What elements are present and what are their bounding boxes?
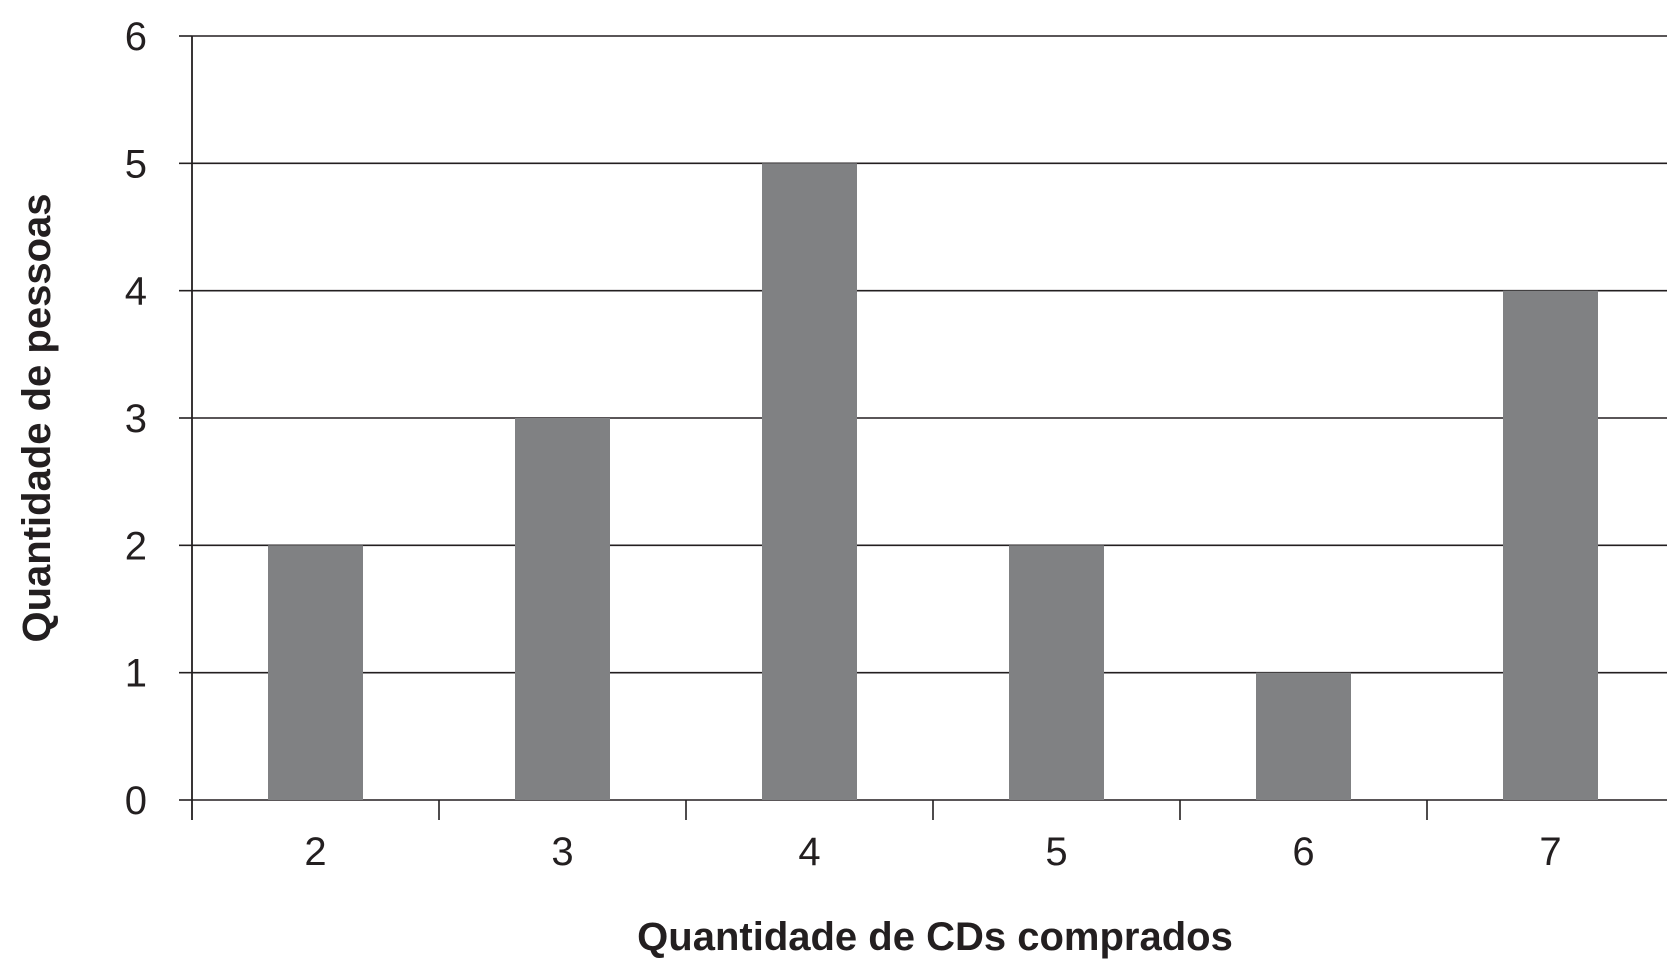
- y-tick-label-5: 5: [125, 142, 147, 186]
- bar-5: [1009, 545, 1104, 800]
- y-axis-title: Quantidade de pessoas: [15, 193, 59, 642]
- bar-6: [1256, 672, 1351, 800]
- y-tick-label-1: 1: [125, 652, 147, 696]
- x-tick-label-5: 5: [1045, 830, 1067, 874]
- x-tick-labels: 2 3 4 5 6 7: [304, 830, 1561, 874]
- bar-7: [1503, 290, 1598, 800]
- y-tick-label-2: 2: [125, 524, 147, 568]
- x-tick-label-4: 4: [798, 830, 820, 874]
- y-tick-labels: 0 1 2 3 4 5 6: [125, 15, 147, 823]
- y-tick-label-4: 4: [125, 270, 147, 314]
- bar-2: [268, 545, 363, 800]
- x-tick-label-3: 3: [551, 830, 573, 874]
- bar-4: [762, 163, 857, 801]
- axes: [179, 35, 1428, 820]
- y-tick-label-0: 0: [125, 779, 147, 823]
- bar-3: [515, 418, 610, 800]
- x-tick-label-2: 2: [304, 830, 326, 874]
- gridlines: [192, 35, 1667, 801]
- bars: [268, 163, 1598, 801]
- x-tick-label-6: 6: [1292, 830, 1314, 874]
- x-axis-title: Quantidade de CDs comprados: [637, 915, 1233, 959]
- x-tick-label-7: 7: [1539, 830, 1561, 874]
- y-tick-label-6: 6: [125, 15, 147, 59]
- y-tick-label-3: 3: [125, 397, 147, 441]
